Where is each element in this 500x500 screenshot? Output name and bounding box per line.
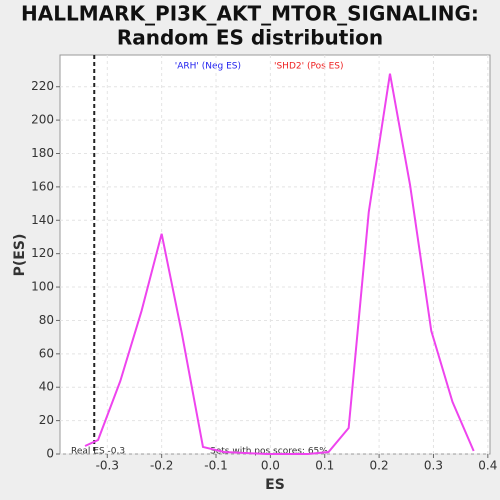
x-tick-label: 0.4	[478, 459, 497, 473]
x-tick-label: 0.3	[424, 459, 443, 473]
plot-area	[59, 54, 491, 455]
x-tick-label: -0.2	[150, 459, 173, 473]
y-tick-label: 40	[39, 380, 54, 394]
chart-subtitle: Random ES distribution	[117, 26, 383, 50]
y-tick-label: 60	[39, 346, 54, 360]
x-tick-label: -0.3	[96, 459, 119, 473]
legend-pos: 'SHD2' (Pos ES)	[274, 62, 344, 72]
y-tick-label: 80	[39, 313, 54, 327]
annotation: Sets with pos scores: 65%	[210, 447, 328, 457]
y-tick-label: 180	[31, 146, 54, 160]
y-tick-label: 220	[31, 79, 54, 93]
x-tick-label: 0.1	[315, 459, 334, 473]
y-axis-label: P(ES)	[12, 234, 28, 277]
y-tick-label: 200	[31, 113, 54, 127]
annotation: Real ES -0.3	[71, 447, 125, 457]
y-tick-label: 120	[31, 246, 54, 260]
series-line	[84, 73, 475, 455]
y-tick-label: 140	[31, 213, 54, 227]
x-tick-label: -0.1	[204, 459, 227, 473]
y-tick-label: 160	[31, 179, 54, 193]
y-tick-label: 20	[39, 413, 54, 427]
legend-neg: 'ARH' (Neg ES)	[175, 62, 241, 72]
y-tick-label: 0	[46, 447, 54, 461]
chart-title: HALLMARK_PI3K_AKT_MTOR_SIGNALING:	[21, 2, 479, 26]
y-tick-label: 100	[31, 280, 54, 294]
x-tick-label: 0.2	[370, 459, 389, 473]
x-axis-label: ES	[265, 477, 285, 493]
x-tick-label: 0.0	[261, 459, 280, 473]
